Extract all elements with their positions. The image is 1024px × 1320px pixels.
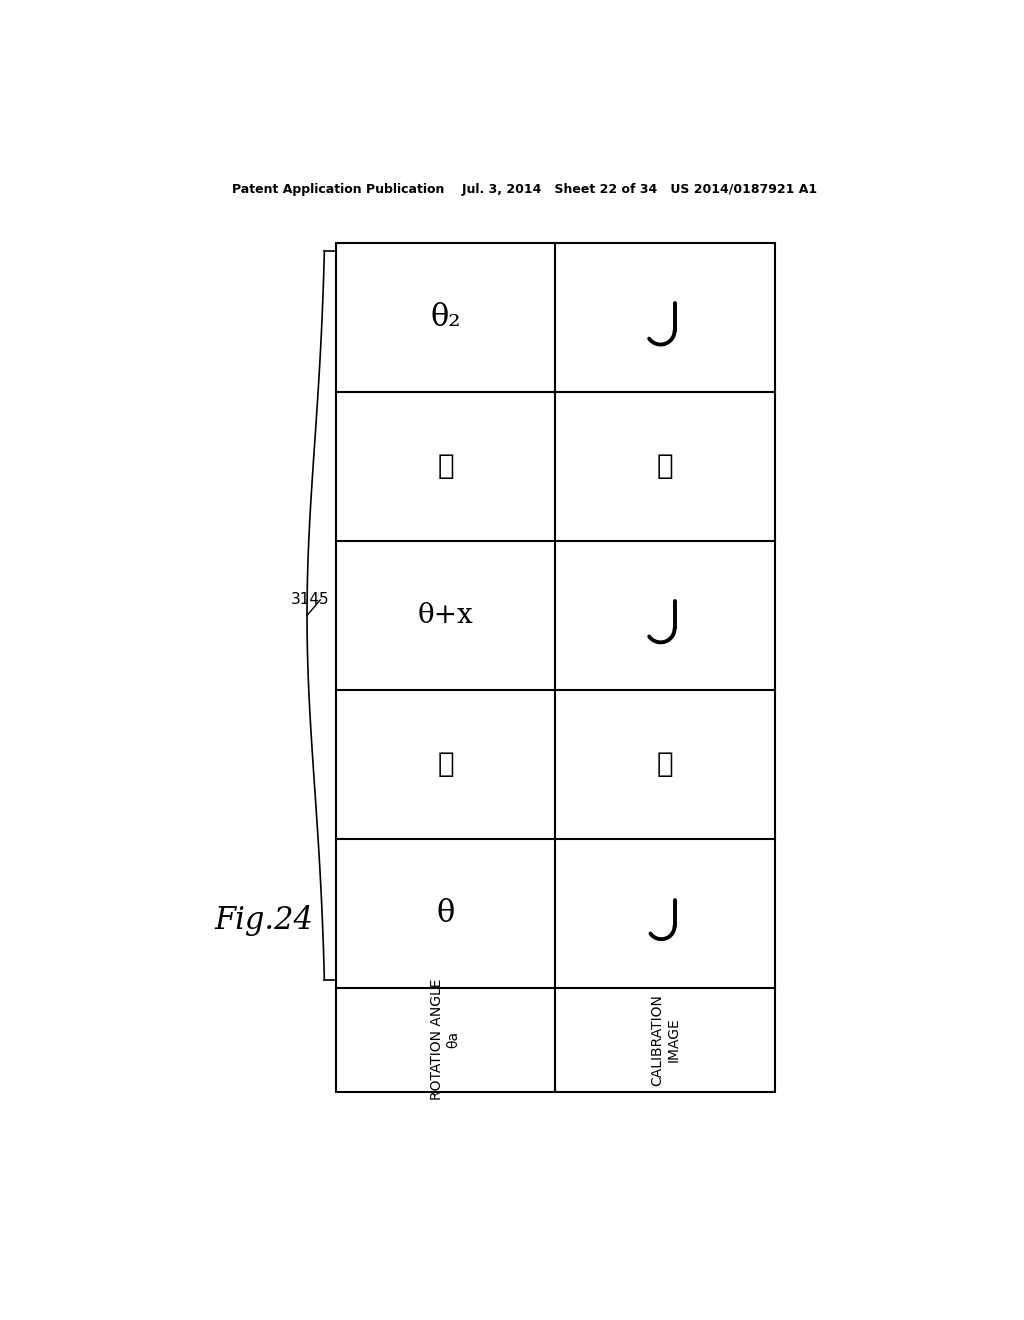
Text: ⋮: ⋮ (437, 453, 454, 480)
Text: Fig.24: Fig.24 (214, 906, 313, 936)
Text: Patent Application Publication    Jul. 3, 2014   Sheet 22 of 34   US 2014/018792: Patent Application Publication Jul. 3, 2… (232, 183, 817, 197)
Text: CALIBRATION
IMAGE: CALIBRATION IMAGE (650, 994, 680, 1085)
Text: ROTATION ANGLE
θa: ROTATION ANGLE θa (430, 979, 461, 1101)
Bar (336, 243, 775, 1092)
Text: 3145: 3145 (291, 593, 330, 607)
Text: ⋮: ⋮ (437, 751, 454, 777)
Text: ⋮: ⋮ (657, 751, 674, 777)
Text: θ: θ (436, 898, 455, 929)
Text: θ+x: θ+x (418, 602, 473, 628)
Text: ⋮: ⋮ (657, 453, 674, 480)
Text: θ₂: θ₂ (430, 302, 461, 333)
